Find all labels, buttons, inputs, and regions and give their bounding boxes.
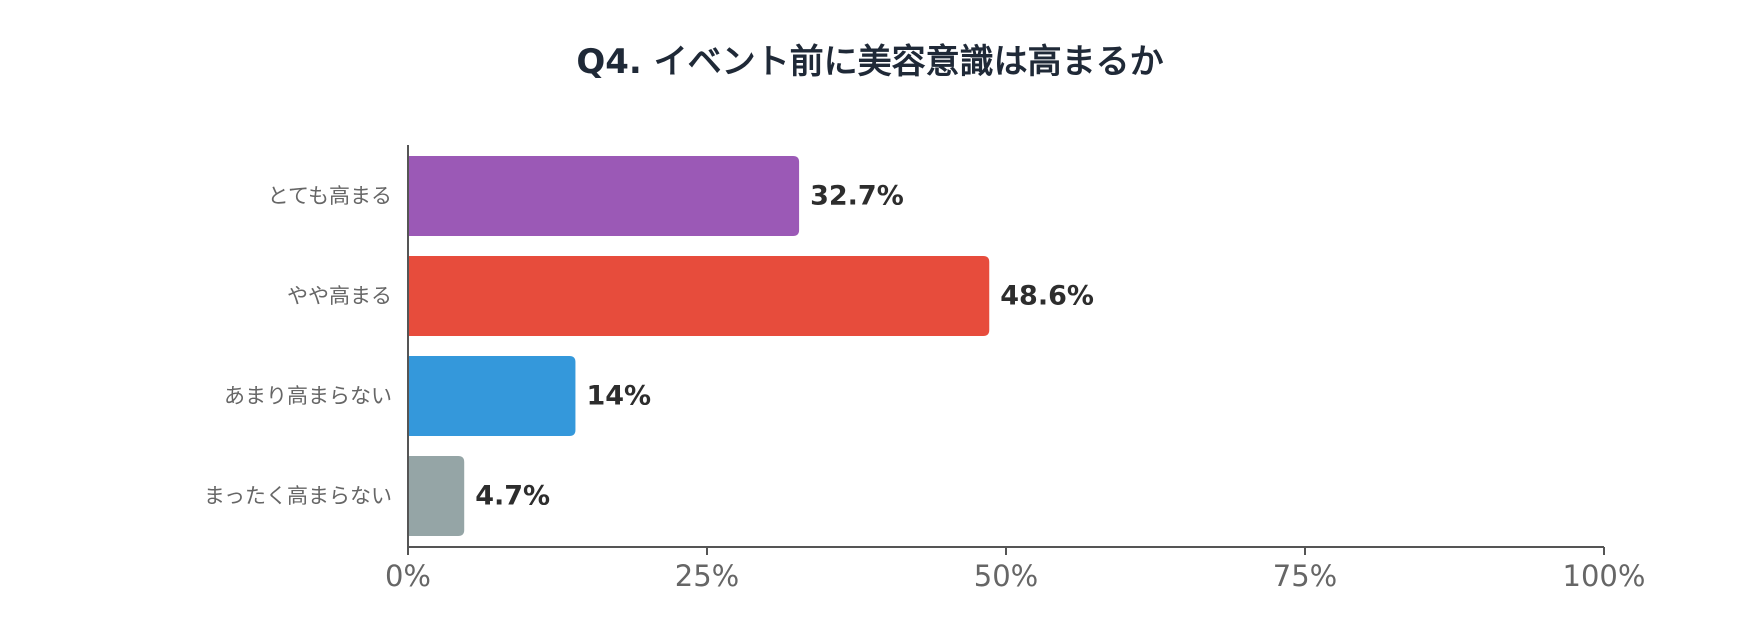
category-label: とても高まる [268,184,392,208]
x-tick-label: 75% [1273,559,1337,593]
data-label: 48.6% [1000,281,1094,312]
data-label: 4.7% [475,481,550,512]
category-label: やや高まる [287,284,392,308]
category-label: あまり高まらない [224,384,392,408]
data-label: 32.7% [810,181,904,212]
category-label: まったく高まらない [204,484,392,508]
x-tick-label: 25% [675,559,739,593]
bar-4 [408,456,465,536]
data-label: 14% [586,381,651,412]
x-tick-label: 0% [385,559,431,593]
bar-3 [408,356,576,436]
bar-2 [408,256,990,336]
chart-title: Q4. イベント前に美容意識は高まるか [576,42,1164,82]
x-tick-label: 100% [1563,559,1646,593]
x-tick-label: 50% [974,559,1038,593]
bar-1 [408,156,800,236]
